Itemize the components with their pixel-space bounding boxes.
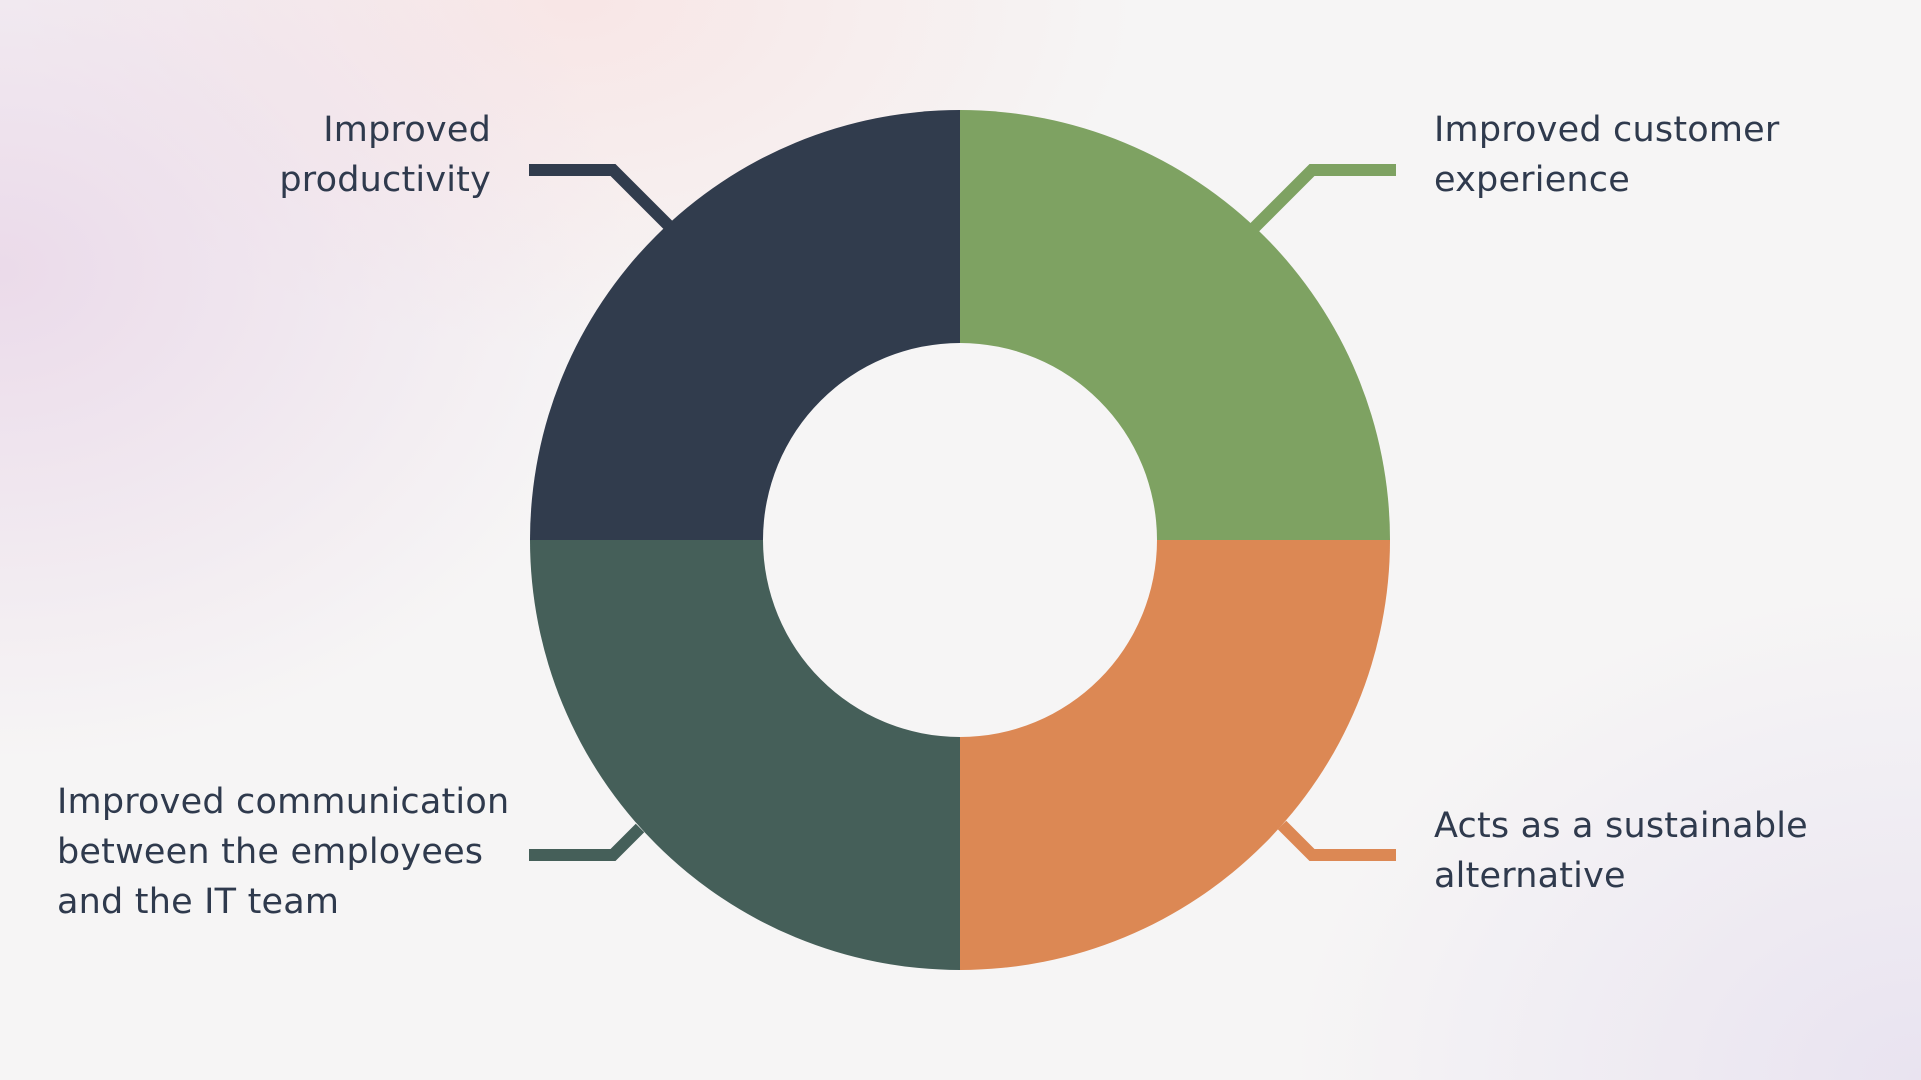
label-improved-communication: Improved communication between the emplo… [57,777,509,927]
label-line: productivity [279,160,491,200]
label-line: Improved [323,110,491,150]
label-line: experience [1434,160,1630,200]
connector-line-communication [529,823,645,861]
label-line: Improved customer [1434,110,1780,150]
connector-line-customer-experience [1249,164,1396,233]
label-improved-productivity: Improved productivity [279,105,491,205]
label-improved-customer-experience: Improved customer experience [1434,105,1779,205]
label-line: and the IT team [57,882,340,922]
label-line: Improved communication [57,782,510,822]
label-sustainable-alternative: Acts as a sustainable alternative [1434,801,1808,901]
label-line: between the employees [57,832,484,872]
label-line: Acts as a sustainable [1434,806,1808,846]
connector-line-productivity [529,164,674,231]
label-line: alternative [1434,856,1626,896]
connector-line-sustainable [1277,820,1396,861]
donut-center-hole [763,343,1157,737]
